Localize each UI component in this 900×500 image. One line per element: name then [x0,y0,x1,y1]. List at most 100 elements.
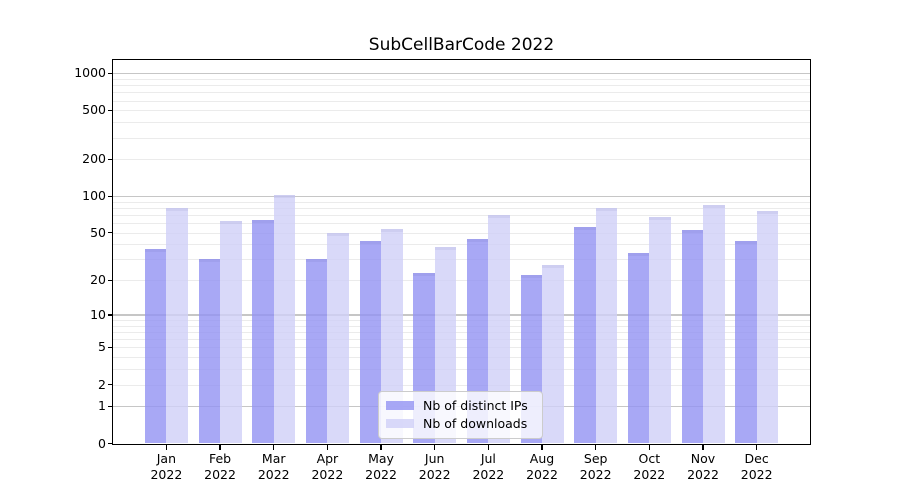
gridline-minor-60 [113,223,810,225]
plot-area: Nb of distinct IPs Nb of downloads [113,60,810,444]
gridline-minor-4 [113,357,810,359]
gridline-major-1000 [113,72,810,74]
y-tick-10 [108,314,113,316]
x-tick-label-10: Nov 2022 [687,451,719,482]
gridline-minor-200 [113,159,810,161]
x-tick-label-1: Feb 2022 [204,451,236,482]
bar-distinct-ips-apr [305,259,328,444]
x-tick-label-11: Dec 2022 [740,451,773,482]
y-tick-label-50: 50 [90,224,106,240]
y-tick-label-100: 100 [82,188,106,204]
gridline-minor-400 [113,122,810,124]
bar-distinct-ips-mar [252,219,274,444]
x-tick-label-2: Mar 2022 [257,451,290,482]
gridline-minor-2 [113,384,810,386]
gridline-minor-5 [113,347,810,349]
gridline-minor-6 [113,339,810,341]
x-tick-label-6: Jul 2022 [472,451,505,482]
gridline-minor-30 [113,259,810,261]
y-tick-5 [108,346,113,349]
x-tick-8 [595,444,597,450]
x-tick-7 [541,444,543,450]
bar-distinct-ips-may [359,240,382,444]
legend-label-downloads: Nb of downloads [423,415,528,431]
y-tick-0 [108,442,113,445]
y-tick-50 [108,232,113,234]
bar-downloads-sep [595,207,618,444]
x-tick-3 [326,444,329,450]
legend-swatch-downloads [386,418,414,429]
bar-downloads-nov [703,204,725,444]
x-tick-label-0: Jan 2022 [150,451,183,482]
gridline-minor-8 [113,325,810,327]
legend: Nb of distinct IPs Nb of downloads [378,390,543,439]
y-tick-20 [108,279,113,282]
x-tick-9 [648,444,651,450]
gridline-minor-90 [113,201,810,203]
legend-swatch-distinct-ips [386,400,414,411]
bar-downloads-dec [756,210,779,444]
y-tick-label-0: 0 [98,435,106,451]
x-tick-2 [273,444,275,450]
gridline-minor-600 [113,100,810,102]
bar-downloads-feb [220,221,242,444]
y-tick-2 [108,384,113,386]
x-tick-label-3: Apr 2022 [311,451,344,482]
gridline-minor-3 [113,369,810,371]
y-tick-100 [108,195,113,197]
bar-distinct-ips-dec [735,240,757,444]
x-tick-label-9: Oct 2022 [633,451,666,482]
x-tick-11 [756,444,758,450]
bar-downloads-oct [649,217,671,444]
chart-title: SubCellBarCode 2022 [368,35,555,55]
bar-downloads-apr [327,232,349,444]
x-tick-10 [702,444,704,450]
bar-distinct-ips-oct [627,252,650,444]
bar-distinct-ips-sep [574,226,596,444]
gridline-minor-700 [113,92,810,94]
gridline-minor-7 [113,332,810,334]
x-tick-label-8: Sep 2022 [579,451,612,482]
x-tick-label-7: Aug 2022 [526,451,558,482]
y-tick-label-20: 20 [90,272,106,288]
x-tick-label-5: Jun 2022 [418,451,451,482]
legend-item-downloads: Nb of downloads [386,415,534,433]
gridline-minor-70 [113,215,810,217]
bar-downloads-jan [166,207,188,444]
bar-distinct-ips-feb [198,259,221,444]
bar-downloads-aug [542,264,564,444]
y-tick-label-1: 1 [98,398,106,414]
x-tick-label-4: May 2022 [365,451,397,482]
gridline-minor-800 [113,85,810,87]
y-tick-label-1000: 1000 [74,65,106,81]
y-tick-label-5: 5 [98,339,106,355]
x-tick-1 [219,444,221,450]
y-tick-200 [108,158,113,160]
gridline-major-10 [113,314,810,316]
gridline-minor-9 [113,320,810,322]
gridline-minor-500 [113,110,810,112]
x-tick-5 [434,444,436,450]
gridline-minor-20 [113,280,810,282]
gridline-minor-900 [113,78,810,80]
x-tick-0 [165,444,168,450]
gridline-minor-40 [113,244,810,246]
bar-downloads-may [381,228,403,444]
bar-distinct-ips-jan [144,248,167,444]
x-tick-4 [380,444,382,450]
gridline-minor-80 [113,207,810,209]
gridline-minor-50 [113,232,810,234]
y-tick-label-10: 10 [90,306,106,322]
y-tick-1000 [108,72,113,74]
bar-downloads-jul [488,215,510,444]
bar-distinct-ips-nov [681,229,703,444]
y-tick-500 [108,109,113,112]
bar-downloads-mar [273,194,296,444]
y-tick-1 [108,405,113,408]
gridline-major-100 [113,195,810,197]
y-tick-label-500: 500 [82,102,106,118]
legend-label-distinct-ips: Nb of distinct IPs [423,397,528,413]
legend-item-distinct-ips: Nb of distinct IPs [386,397,534,415]
gridline-minor-300 [113,137,810,139]
